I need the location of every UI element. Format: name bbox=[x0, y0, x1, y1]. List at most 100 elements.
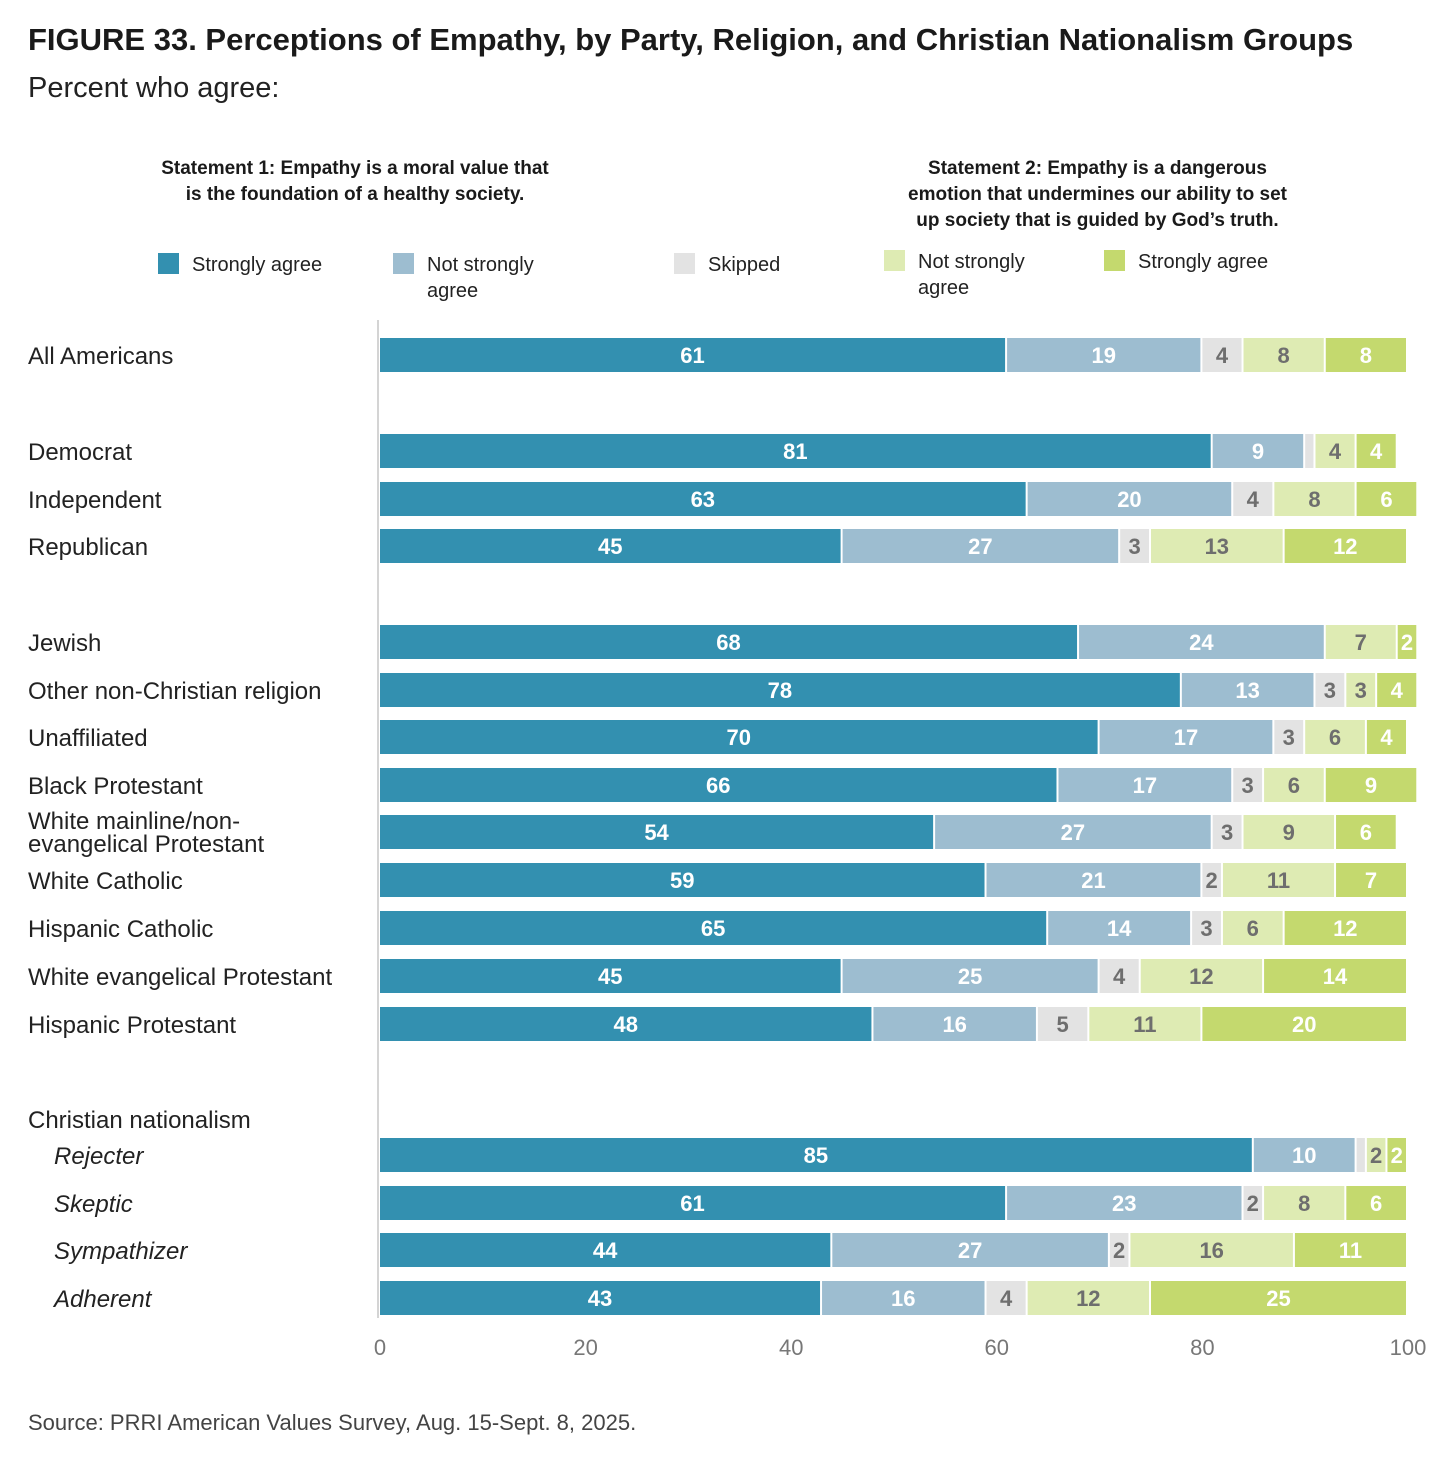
legend-label: Not strongly agree bbox=[427, 254, 534, 302]
bar-segment bbox=[1366, 720, 1406, 754]
bar-segment bbox=[935, 815, 1211, 849]
bar-value-label: 45 bbox=[598, 964, 622, 989]
bar-value-label: 4 bbox=[1216, 343, 1229, 368]
bar-value-label: 25 bbox=[958, 964, 982, 989]
legend-swatch bbox=[158, 253, 179, 274]
bar-segment bbox=[1294, 1233, 1406, 1267]
bar-value-label: 4 bbox=[1329, 439, 1342, 464]
bar-segment bbox=[1315, 673, 1345, 707]
bar-segment bbox=[1284, 911, 1406, 945]
bar-value-label: 78 bbox=[768, 678, 792, 703]
row-label: White evangelical Protestant bbox=[28, 964, 332, 991]
legend-label: Strongly agree bbox=[192, 254, 323, 276]
legend-item-skipped: Skipped bbox=[674, 252, 824, 278]
bar-segment bbox=[1099, 720, 1273, 754]
bar-segment bbox=[1305, 720, 1365, 754]
bar-segment bbox=[1325, 338, 1406, 372]
bar-value-label: 70 bbox=[727, 725, 751, 750]
bar-value-label: 3 bbox=[1200, 916, 1212, 941]
bar-segment bbox=[380, 815, 934, 849]
bar-value-label: 44 bbox=[593, 1238, 618, 1263]
bar-segment bbox=[1099, 959, 1139, 993]
bar-value-label: 61 bbox=[680, 1191, 704, 1216]
bar-value-label: 3 bbox=[1324, 678, 1336, 703]
bar-segment bbox=[1192, 911, 1221, 945]
bar-segment bbox=[380, 768, 1057, 802]
bar-segment bbox=[1264, 768, 1324, 802]
bar-value-label: 4 bbox=[1000, 1286, 1013, 1311]
statement-2-line: Statement 2: Empathy is a dangerous bbox=[928, 158, 1267, 179]
bar-segment bbox=[1366, 1138, 1386, 1172]
bar-value-label: 8 bbox=[1360, 343, 1372, 368]
x-tick-label: 20 bbox=[573, 1335, 597, 1360]
row-label: Hispanic Protestant bbox=[28, 1012, 236, 1039]
row-label: Other non-Christian religion bbox=[28, 678, 321, 705]
row-label: Independent bbox=[28, 487, 162, 514]
bar-segment bbox=[1356, 482, 1417, 516]
legend-swatch bbox=[1104, 250, 1125, 271]
row-label: Sympathizer bbox=[54, 1238, 188, 1265]
bar-segment bbox=[986, 863, 1201, 897]
bar-value-label: 20 bbox=[1117, 487, 1141, 512]
row-label: Republican bbox=[28, 534, 148, 561]
bar-segment bbox=[1336, 815, 1396, 849]
legend-label: Strongly agree bbox=[1138, 251, 1269, 273]
bar-segment bbox=[380, 911, 1047, 945]
bar-value-label: 3 bbox=[1221, 820, 1233, 845]
bar-segment bbox=[1202, 863, 1221, 897]
bar-value-label: 17 bbox=[1174, 725, 1198, 750]
row-label: Black Protestant bbox=[28, 773, 203, 800]
legend-swatch bbox=[884, 250, 905, 271]
bar-segment bbox=[380, 1138, 1252, 1172]
bar-value-label: 16 bbox=[1199, 1238, 1223, 1263]
bar-value-label: 54 bbox=[644, 820, 669, 845]
bar-value-label: 14 bbox=[1323, 964, 1348, 989]
bar-value-label: 7 bbox=[1365, 868, 1377, 893]
bar-segment bbox=[1315, 434, 1355, 468]
bar-segment bbox=[832, 1233, 1108, 1267]
x-tick-label: 60 bbox=[985, 1335, 1009, 1360]
bar-segment bbox=[380, 673, 1180, 707]
bar-value-label: 66 bbox=[706, 773, 730, 798]
bar-value-label: 12 bbox=[1333, 534, 1357, 559]
bar-value-label: 20 bbox=[1292, 1012, 1316, 1037]
bar-segment bbox=[1243, 338, 1324, 372]
bar-value-label: 11 bbox=[1133, 1012, 1156, 1037]
bar-value-label: 16 bbox=[891, 1286, 915, 1311]
bar-segment bbox=[1346, 1186, 1406, 1220]
bar-segment bbox=[1284, 529, 1406, 563]
bar-value-label: 7 bbox=[1355, 630, 1367, 655]
bar-segment bbox=[1325, 768, 1417, 802]
bar-segment bbox=[380, 1233, 831, 1267]
bar-segment bbox=[1109, 1233, 1129, 1267]
bar-segment bbox=[380, 482, 1026, 516]
bar-value-label: 8 bbox=[1298, 1191, 1310, 1216]
bar-segment bbox=[1130, 1233, 1293, 1267]
bar-segment bbox=[1356, 434, 1396, 468]
bar-segment bbox=[986, 1281, 1026, 1315]
bar-segment bbox=[1212, 434, 1304, 468]
statement-2-line: emotion that undermines our ability to s… bbox=[908, 184, 1287, 205]
bar-segment bbox=[1181, 673, 1314, 707]
bar-segment bbox=[1274, 482, 1355, 516]
bar-value-label: 11 bbox=[1339, 1238, 1362, 1263]
bar-value-label: 4 bbox=[1391, 678, 1404, 703]
bar-segment bbox=[1037, 1007, 1088, 1041]
bar-value-label: 12 bbox=[1333, 916, 1357, 941]
row-label: White Catholic bbox=[28, 868, 183, 895]
bar-value-label: 8 bbox=[1278, 343, 1290, 368]
bar-value-label: 4 bbox=[1113, 964, 1126, 989]
bar-value-label: 8 bbox=[1308, 487, 1320, 512]
row-label: Hispanic Catholic bbox=[28, 916, 213, 943]
bar-segment bbox=[1346, 673, 1376, 707]
group-header: Christian nationalism bbox=[28, 1107, 251, 1134]
bar-segment bbox=[380, 863, 985, 897]
bar-value-label: 14 bbox=[1107, 916, 1132, 941]
bar-segment bbox=[380, 625, 1078, 659]
bar-value-label: 65 bbox=[701, 916, 725, 941]
statement-1-line: is the foundation of a healthy society. bbox=[185, 184, 525, 205]
bar-value-label: 2 bbox=[1206, 868, 1218, 893]
row-label: Skeptic bbox=[54, 1191, 133, 1218]
bar-segment bbox=[1233, 482, 1273, 516]
